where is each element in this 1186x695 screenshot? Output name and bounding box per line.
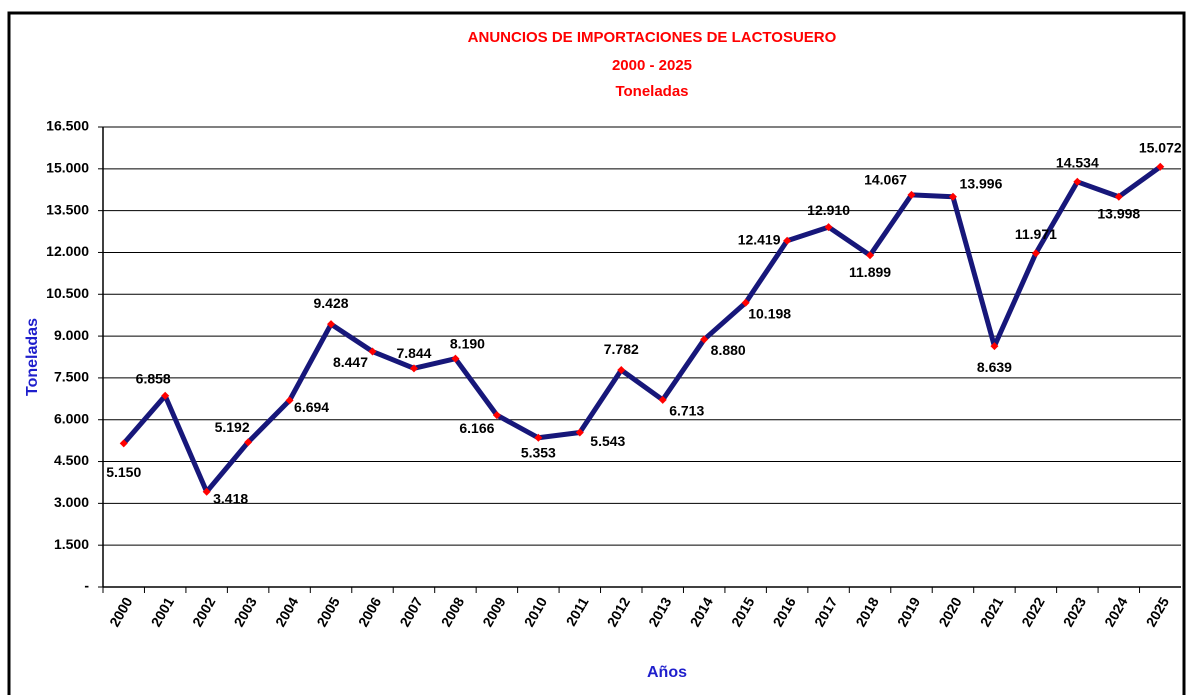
data-label: 12.419 <box>738 231 781 247</box>
x-tick-label: 2015 <box>728 594 758 629</box>
marker <box>866 251 875 260</box>
data-label: 15.072 <box>1139 140 1182 156</box>
x-tick-label: 2004 <box>272 594 302 629</box>
frame <box>7 11 1186 695</box>
data-label: 8.447 <box>333 354 368 370</box>
marker <box>368 347 377 356</box>
x-tick-label: 2020 <box>935 594 965 629</box>
x-tick-label: 2025 <box>1143 594 1173 629</box>
data-label: 3.418 <box>213 490 248 506</box>
data-label: 6.694 <box>294 399 329 415</box>
x-tick-label: 2005 <box>313 594 343 629</box>
data-label: 6.166 <box>459 420 494 436</box>
marker <box>409 364 418 373</box>
data-label: 8.639 <box>977 359 1012 375</box>
line <box>121 164 1162 495</box>
marker <box>741 298 750 307</box>
x-tick-label: 2016 <box>769 594 799 629</box>
x-tick-label: 2024 <box>1101 594 1131 629</box>
y-tick-label: 6.000 <box>54 410 89 426</box>
y-tick-label: 10.500 <box>46 285 89 301</box>
marker <box>161 391 170 400</box>
data-label: 9.428 <box>314 295 349 311</box>
x-tick-label: 2009 <box>479 594 509 629</box>
marker <box>1073 177 1082 186</box>
x-tick-label: 2008 <box>438 594 468 629</box>
y-tick-label: - <box>84 578 89 594</box>
data-label: 11.899 <box>849 264 891 280</box>
marker <box>617 366 626 375</box>
data-label: 5.192 <box>215 419 250 435</box>
x-tick-label: 2006 <box>355 594 385 629</box>
marker <box>948 192 957 201</box>
marker <box>119 439 128 448</box>
x-tick-label: 2007 <box>396 594 426 629</box>
data-label: 12.910 <box>807 202 850 218</box>
data-label: 10.198 <box>748 305 791 321</box>
data-label: 14.534 <box>1056 155 1099 171</box>
y-tick-label: 13.500 <box>46 201 89 217</box>
data-label: 7.782 <box>604 341 639 357</box>
marker <box>534 433 543 442</box>
marker <box>783 236 792 245</box>
marker <box>1156 162 1165 171</box>
chart-subtitle: 2000 - 2025 <box>612 57 692 74</box>
marker <box>1031 249 1040 258</box>
marker <box>327 320 336 329</box>
x-tick-label: 2010 <box>521 594 551 629</box>
y-tick-label: 9.000 <box>54 327 89 343</box>
x-tick-label: 2003 <box>230 594 260 629</box>
chart-title: ANUNCIOS DE IMPORTACIONES DE LACTOSUERO <box>468 29 837 46</box>
x-tick-label: 2011 <box>563 594 592 628</box>
data-label: 5.353 <box>521 444 556 460</box>
x-tick-label: 2001 <box>148 594 178 629</box>
marker <box>1114 192 1123 201</box>
x-tick-label: 2017 <box>811 594 841 629</box>
data-label: 7.844 <box>396 345 431 361</box>
x-tick-label: 2023 <box>1060 594 1090 629</box>
data-label: 6.713 <box>669 403 704 419</box>
y-tick-label: 1.500 <box>54 536 89 552</box>
marker <box>492 411 501 420</box>
marker <box>244 438 253 447</box>
x-tick-label: 2012 <box>604 594 634 629</box>
x-tick-label: 2019 <box>894 594 924 629</box>
y-tick-label: 7.500 <box>54 369 89 385</box>
data-label: 13.996 <box>960 176 1003 192</box>
marker <box>285 396 294 405</box>
x-tick-label: 2022 <box>1018 594 1048 629</box>
x-tick-label: 2002 <box>189 594 219 629</box>
data-label: 6.858 <box>136 371 171 387</box>
data-label: 11.971 <box>1015 226 1057 242</box>
x-tick-label: 2021 <box>977 594 1007 629</box>
x-axis-label: Años <box>647 664 687 681</box>
y-tick-label: 12.000 <box>46 243 89 259</box>
data-label: 8.190 <box>450 335 485 351</box>
marker <box>907 190 916 199</box>
data-label: 8.880 <box>711 342 746 358</box>
data-label: 5.543 <box>590 433 625 449</box>
marker <box>575 428 584 437</box>
x-tick-label: 2014 <box>687 594 717 629</box>
y-tick-label: 16.500 <box>46 118 89 134</box>
data-label: 5.150 <box>106 464 141 480</box>
x-tick-label: 2018 <box>852 594 882 629</box>
marker <box>451 354 460 363</box>
marker <box>700 335 709 344</box>
y-tick-label: 15.000 <box>46 160 89 176</box>
marker <box>824 223 833 232</box>
x-tick-label: 2000 <box>106 594 136 629</box>
data-label: 13.998 <box>1097 205 1140 221</box>
marker <box>202 487 211 496</box>
data-label: 14.067 <box>864 172 907 188</box>
chart-subtitle: Toneladas <box>615 83 688 100</box>
y-tick-label: 4.500 <box>54 452 89 468</box>
y-tick-label: 3.000 <box>54 494 89 510</box>
x-tick-label: 2013 <box>645 594 675 629</box>
marker <box>990 342 999 351</box>
marker <box>658 395 667 404</box>
y-axis-label: Toneladas <box>24 318 41 396</box>
